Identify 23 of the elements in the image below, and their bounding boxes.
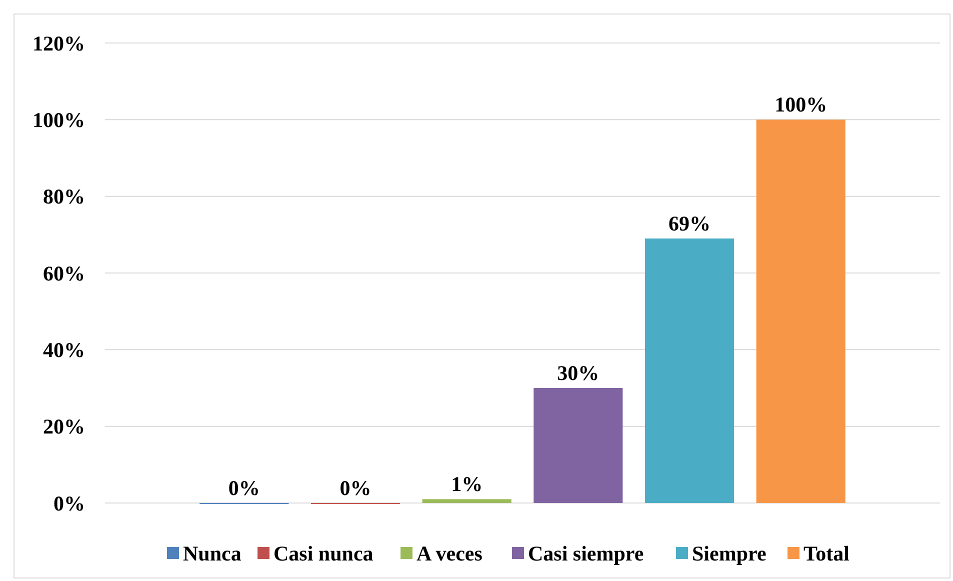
legend-label: Casi nunca (274, 541, 374, 566)
y-tick-label: 120% (32, 31, 85, 56)
data-label: 0% (228, 476, 260, 500)
data-label: 30% (557, 361, 600, 385)
y-tick-label: 0% (54, 491, 85, 516)
data-label: 100% (774, 92, 828, 117)
bar (534, 388, 623, 503)
y-tick-label: 100% (32, 108, 85, 132)
bar (644, 238, 734, 503)
y-tick-label: 80% (43, 184, 85, 209)
legend-label: Nunca (183, 541, 242, 566)
data-label: 1% (451, 472, 483, 496)
y-tick-label: 60% (43, 261, 85, 286)
bar (422, 499, 512, 503)
legend-label: Siempre (692, 541, 766, 566)
y-tick-label: 40% (43, 338, 85, 362)
legend-label: Casi siempre (528, 541, 644, 566)
legend-label: Total (804, 541, 850, 566)
bar (756, 120, 846, 503)
legend-label: A veces (416, 541, 482, 566)
y-tick-label: 20% (43, 414, 85, 439)
data-label: 69% (668, 212, 710, 236)
data-label: 0% (340, 476, 372, 500)
